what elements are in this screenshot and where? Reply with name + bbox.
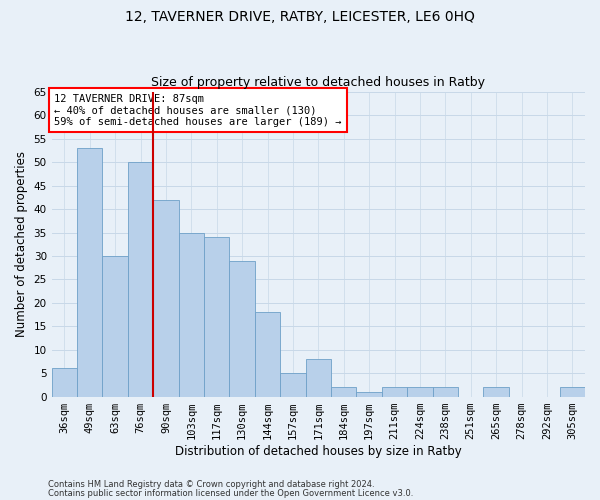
Bar [153,200,179,396]
Text: Contains public sector information licensed under the Open Government Licence v3: Contains public sector information licen… [48,488,413,498]
X-axis label: Distribution of detached houses by size in Ratby: Distribution of detached houses by size … [175,444,462,458]
Text: 12, TAVERNER DRIVE, RATBY, LEICESTER, LE6 0HQ: 12, TAVERNER DRIVE, RATBY, LEICESTER, LE… [125,10,475,24]
Bar [433,387,458,396]
Bar [382,387,407,396]
Bar [484,387,509,396]
Bar [179,232,204,396]
Bar [103,256,128,396]
Bar [356,392,382,396]
Text: Contains HM Land Registry data © Crown copyright and database right 2024.: Contains HM Land Registry data © Crown c… [48,480,374,489]
Bar [77,148,103,396]
Bar [255,312,280,396]
Bar [560,387,585,396]
Bar [204,238,229,396]
Text: 12 TAVERNER DRIVE: 87sqm
← 40% of detached houses are smaller (130)
59% of semi-: 12 TAVERNER DRIVE: 87sqm ← 40% of detach… [55,94,342,127]
Bar [128,162,153,396]
Bar [280,373,305,396]
Bar [305,359,331,397]
Bar [52,368,77,396]
Bar [229,260,255,396]
Y-axis label: Number of detached properties: Number of detached properties [15,152,28,338]
Title: Size of property relative to detached houses in Ratby: Size of property relative to detached ho… [151,76,485,90]
Bar [407,387,433,396]
Bar [331,387,356,396]
